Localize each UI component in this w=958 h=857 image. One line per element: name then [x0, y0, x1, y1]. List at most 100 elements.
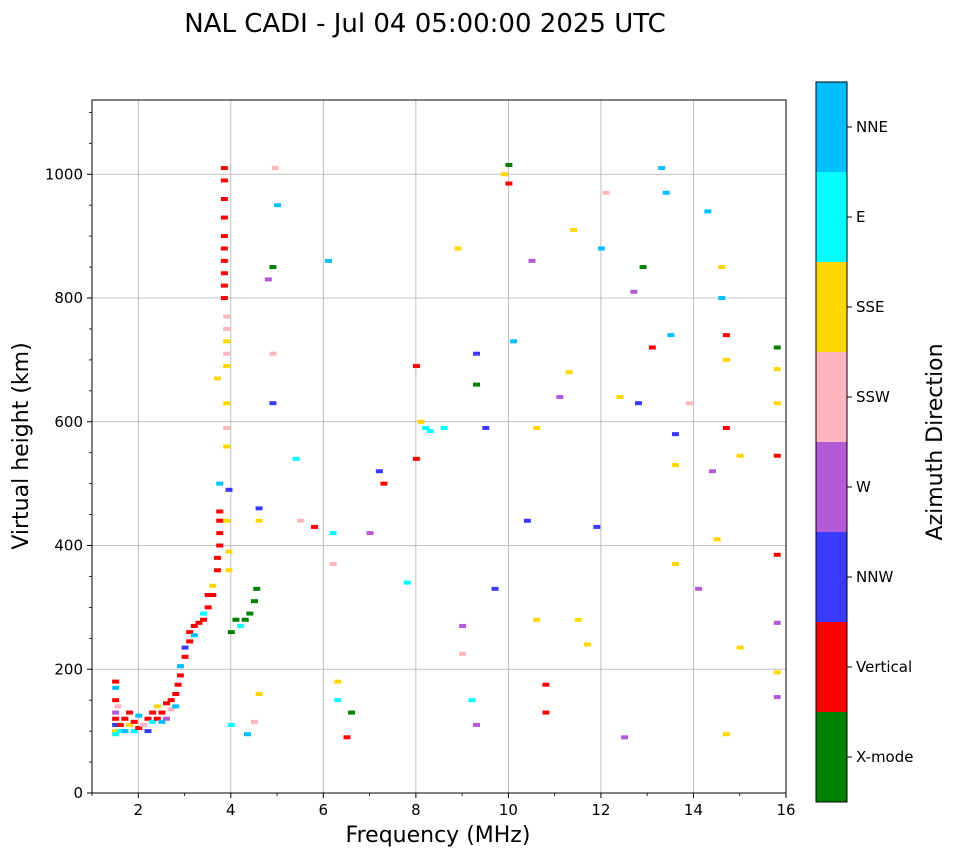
data-point: [190, 623, 198, 628]
data-point: [602, 190, 610, 195]
data-point: [528, 258, 536, 263]
data-point: [216, 543, 224, 548]
data-point: [153, 704, 161, 709]
y-axis-label: Virtual height (km): [9, 342, 34, 549]
data-point: [454, 246, 462, 251]
x-tick-label: 6: [319, 801, 329, 819]
data-point: [149, 719, 157, 724]
x-tick-label: 2: [133, 801, 143, 819]
data-point: [736, 645, 744, 650]
data-point: [237, 623, 245, 628]
y-axis-ticks: 0 200 400 600 800 1000: [45, 111, 92, 802]
data-point: [163, 701, 171, 706]
data-point: [264, 277, 272, 282]
colorbar-segment: [816, 712, 847, 802]
data-point: [473, 722, 481, 727]
data-point: [292, 456, 300, 461]
data-point: [671, 562, 679, 567]
data-point: [167, 707, 175, 712]
data-point: [334, 679, 342, 684]
grid-lines: [92, 100, 786, 793]
data-point: [593, 524, 601, 529]
data-point: [153, 716, 161, 721]
data-point: [232, 617, 240, 622]
data-point: [412, 456, 420, 461]
data-point: [174, 682, 182, 687]
colorbar-tick-label: X-mode: [856, 748, 913, 766]
data-point: [135, 726, 143, 731]
data-point: [574, 617, 582, 622]
data-point: [144, 729, 152, 734]
data-point: [459, 623, 467, 628]
y-tick-label: 400: [54, 537, 83, 555]
data-point: [565, 370, 573, 375]
data-point: [773, 367, 781, 372]
data-point: [213, 555, 221, 560]
data-point: [274, 203, 282, 208]
data-point: [630, 289, 638, 294]
colorbar-segment: [816, 532, 847, 622]
data-point: [227, 722, 235, 727]
y-tick-label: 800: [54, 289, 83, 307]
data-point: [671, 432, 679, 437]
data-point: [634, 401, 642, 406]
data-point: [216, 531, 224, 536]
data-point: [220, 296, 228, 300]
data-point: [126, 710, 134, 715]
data-point: [225, 487, 233, 492]
data-point: [200, 617, 208, 622]
data-point: [204, 593, 212, 597]
data-point: [412, 364, 420, 369]
data-point: [324, 258, 332, 263]
data-point: [216, 481, 224, 486]
data-point: [223, 444, 231, 449]
data-point: [584, 642, 592, 647]
colorbar-tick-label: SSW: [856, 388, 890, 406]
y-tick-label: 200: [54, 660, 83, 678]
data-point: [269, 351, 277, 356]
data-point: [121, 729, 129, 734]
data-point: [241, 617, 249, 622]
data-point: [195, 620, 203, 625]
data-point: [220, 246, 228, 251]
data-point: [542, 682, 550, 687]
data-point: [773, 670, 781, 675]
data-point: [482, 425, 490, 430]
data-point: [135, 713, 143, 718]
data-point: [311, 524, 319, 529]
colorbar-tick-label: Vertical: [856, 658, 912, 676]
data-point: [334, 698, 342, 703]
x-tick-label: 4: [226, 801, 236, 819]
data-point: [722, 425, 730, 430]
data-point: [773, 552, 781, 557]
x-tick-label: 14: [684, 801, 703, 819]
data-point: [250, 719, 258, 724]
data-point: [505, 162, 513, 167]
data-point: [329, 562, 337, 567]
data-point: [204, 605, 212, 610]
data-point: [297, 518, 305, 523]
colorbar-segment: [816, 262, 847, 352]
data-point: [220, 197, 228, 201]
colorbar-tick-label: NNW: [856, 568, 893, 586]
data-point: [271, 166, 279, 171]
data-point: [533, 425, 541, 430]
data-point: [223, 425, 231, 430]
data-point: [375, 469, 383, 474]
data-point: [163, 716, 171, 721]
data-point: [505, 181, 513, 186]
data-point: [380, 481, 388, 486]
data-point: [116, 722, 124, 727]
data-point: [621, 735, 629, 740]
data-point: [216, 518, 224, 523]
colorbar-tick-label: SSE: [856, 298, 885, 316]
y-tick-label: 0: [73, 784, 83, 802]
data-point: [417, 419, 425, 424]
data-point: [112, 732, 120, 737]
colorbar-segment: [816, 82, 847, 172]
data-point: [213, 568, 221, 573]
plot-area: [92, 100, 786, 793]
data-point: [616, 395, 624, 399]
data-point: [176, 664, 184, 669]
